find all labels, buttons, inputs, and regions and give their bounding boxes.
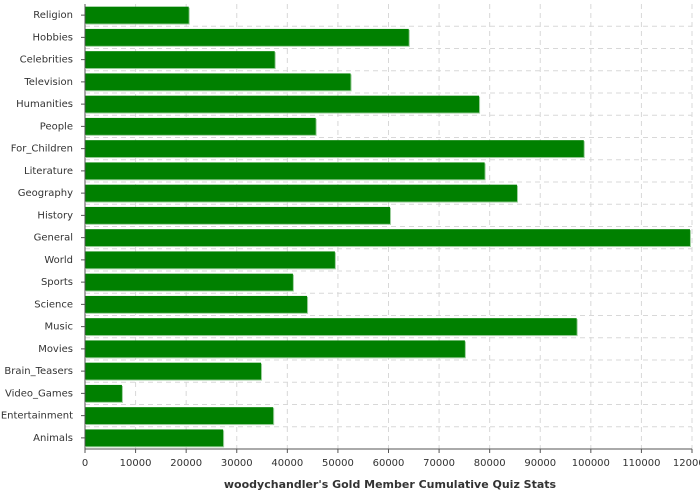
- x-tick-label: 0: [82, 458, 88, 469]
- bar: [85, 51, 275, 69]
- y-tick-label: Geography: [18, 188, 73, 199]
- bar: [85, 340, 465, 358]
- x-tick-label: 50000: [322, 458, 354, 469]
- y-tick-label: Video_Games: [5, 388, 73, 399]
- bar: [85, 95, 480, 113]
- bar: [85, 362, 262, 380]
- x-tick-label: 90000: [524, 458, 556, 469]
- y-tick-label: Science: [34, 299, 73, 310]
- x-tick-label: 70000: [423, 458, 455, 469]
- x-tick-label: 60000: [373, 458, 405, 469]
- bar: [85, 162, 485, 180]
- y-tick-label: Literature: [24, 166, 73, 177]
- bar: [85, 140, 584, 158]
- y-tick-label: Celebrities: [20, 55, 73, 66]
- x-tick-label: 110000: [622, 458, 660, 469]
- y-tick-label: People: [40, 121, 73, 132]
- y-tick-label: Animals: [33, 433, 73, 444]
- y-tick-label: History: [37, 210, 73, 221]
- y-tick-label: Television: [23, 77, 73, 88]
- bar: [85, 73, 351, 91]
- y-tick-label: Hobbies: [33, 32, 73, 43]
- x-tick-label: 20000: [170, 458, 202, 469]
- x-tick-label: 30000: [221, 458, 253, 469]
- y-tick-label: World: [44, 255, 73, 266]
- y-tick-label: Religion: [33, 10, 73, 21]
- bar: [85, 6, 189, 24]
- x-tick-label: 40000: [271, 458, 303, 469]
- y-tick-label: Movies: [38, 344, 73, 355]
- y-tick-label: Entertainment: [1, 411, 73, 422]
- bar: [85, 229, 690, 247]
- x-tick-label: 100000: [572, 458, 610, 469]
- y-tick-label: Sports: [41, 277, 73, 288]
- bar: [85, 429, 224, 447]
- x-tick-label: 80000: [474, 458, 506, 469]
- bar: [85, 273, 293, 291]
- y-tick-label: For_Children: [11, 144, 73, 155]
- bar: [85, 407, 274, 425]
- x-tick-label: 10000: [120, 458, 152, 469]
- bar: [85, 206, 391, 224]
- bar: [85, 184, 517, 202]
- bar: [85, 117, 316, 135]
- bar: [85, 295, 308, 313]
- y-tick-label: Music: [45, 322, 73, 333]
- x-tick-label: 120000: [673, 458, 700, 469]
- bar: [85, 318, 577, 336]
- y-tick-label: General: [34, 233, 73, 244]
- y-tick-label: Humanities: [16, 99, 73, 110]
- bar: [85, 251, 335, 269]
- y-tick-label: Brain_Teasers: [4, 366, 73, 377]
- bar: [85, 384, 122, 402]
- x-axis-label: woodychandler's Gold Member Cumulative Q…: [224, 478, 557, 491]
- bar: [85, 28, 409, 46]
